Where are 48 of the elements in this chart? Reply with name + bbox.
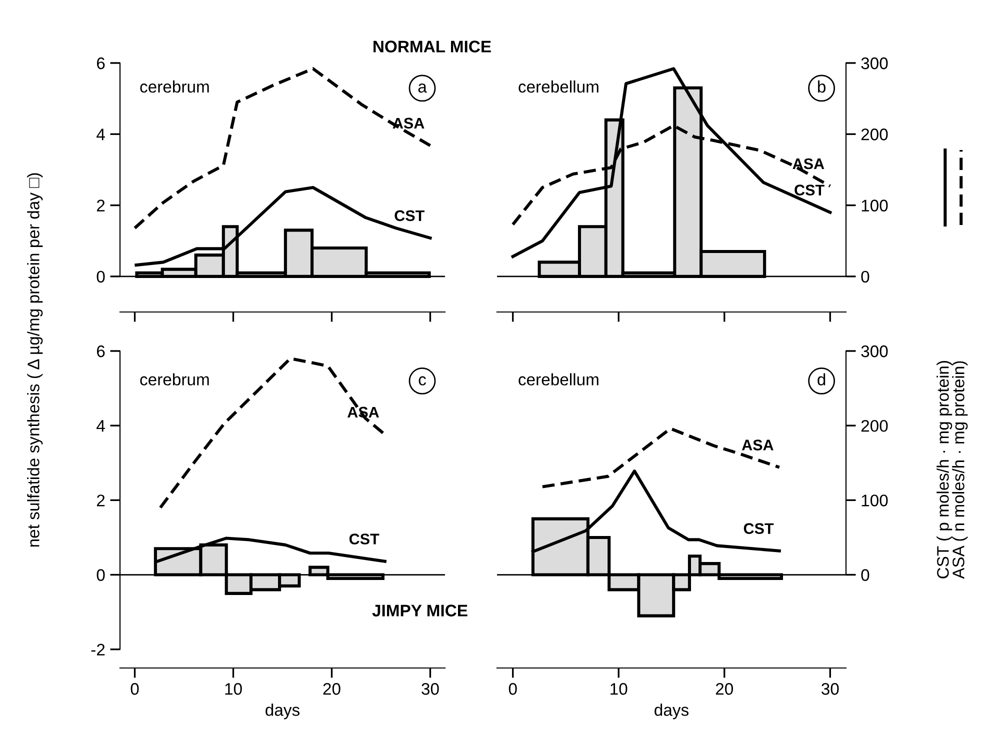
y-tick-label: 0 bbox=[96, 270, 105, 283]
annotation: b bbox=[818, 80, 826, 93]
y-tick-label: 2 bbox=[96, 494, 105, 506]
series-label: CST bbox=[394, 210, 425, 222]
y2-axis-title: CST ( p moles/h · mg protein) ASA ( n moles/h · mg protein) bbox=[936, 361, 968, 579]
x-tick-label: 20 bbox=[323, 683, 340, 695]
text: cerebrum bbox=[140, 373, 209, 386]
y-tick-label: 6 bbox=[96, 345, 105, 358]
y-tick-label: 4 bbox=[96, 128, 105, 140]
x-tick-label: 10 bbox=[610, 683, 628, 695]
series-label: ASA bbox=[792, 158, 824, 170]
y2-tick-label: 200 bbox=[861, 420, 888, 432]
series-label: CST bbox=[349, 534, 380, 544]
y-tick-label: -2 bbox=[91, 644, 105, 656]
text: cerebellum bbox=[518, 373, 598, 386]
x-axis-title: days bbox=[654, 704, 688, 720]
x-tick-label: 10 bbox=[225, 683, 242, 695]
x-tick-label: 0 bbox=[130, 683, 139, 695]
line-series bbox=[540, 427, 781, 488]
annotation: d bbox=[818, 373, 826, 386]
series-label: CST bbox=[794, 184, 824, 196]
y2-tick-label: 300 bbox=[861, 57, 888, 70]
y-axis-title: net sulfatide synthesis ( Δ µg/mg protein per day □) bbox=[27, 173, 43, 547]
x-tick-label: 0 bbox=[508, 683, 517, 695]
y-tick-label: 6 bbox=[96, 57, 105, 70]
y-tick-label: 2 bbox=[96, 200, 105, 212]
y2-tick-label: 0 bbox=[861, 270, 870, 283]
y-tick-label: 4 bbox=[96, 420, 105, 432]
series-label: CST bbox=[744, 523, 774, 534]
x-tick-label: 30 bbox=[822, 683, 839, 695]
x-tick-label: 30 bbox=[422, 683, 439, 695]
legend-label: ASA bbox=[392, 118, 424, 129]
chart-title: NORMAL MICE bbox=[374, 40, 491, 52]
text: cerebellum bbox=[518, 80, 598, 93]
x-tick-label: 20 bbox=[716, 683, 733, 695]
text: JIMPY MICE bbox=[372, 604, 468, 616]
y2-tick-label: 200 bbox=[861, 128, 888, 140]
annotation: a bbox=[418, 84, 427, 93]
text: cerebrum bbox=[140, 80, 209, 93]
x-axis-title: days bbox=[266, 704, 300, 720]
y-tick-label: 0 bbox=[96, 569, 105, 581]
y2-tick-label: 300 bbox=[861, 345, 888, 358]
y2-tick-label: 0 bbox=[861, 569, 870, 581]
annotation: c bbox=[418, 376, 426, 386]
y2-tick-label: 100 bbox=[862, 494, 888, 506]
y2-tick-label: 100 bbox=[862, 200, 888, 212]
series-label: ASA bbox=[347, 406, 379, 418]
series-label: ASA bbox=[742, 440, 774, 450]
